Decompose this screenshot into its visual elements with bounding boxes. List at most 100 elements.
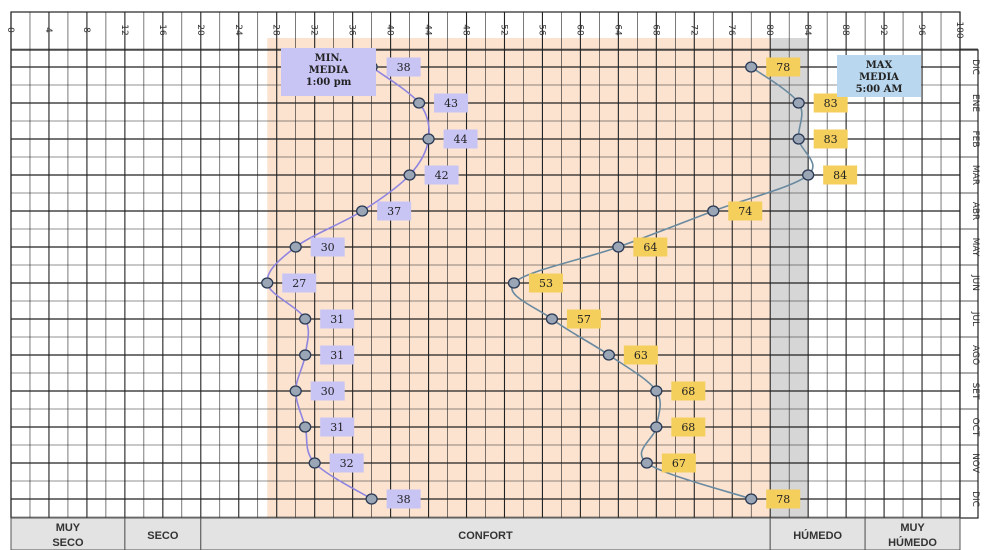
value-label-min: 44 <box>454 133 468 146</box>
x-tick-label: 44 <box>423 24 433 36</box>
annotation-text-min: 1:00 pm <box>306 77 352 88</box>
marker-max <box>802 169 815 181</box>
value-label-bg-max <box>728 201 763 221</box>
annotation-text-min: MIN. <box>315 53 343 64</box>
marker-max <box>745 61 758 73</box>
comfort-band <box>267 38 771 518</box>
value-label-bg-max <box>823 165 858 185</box>
annotation-box-max <box>837 55 921 97</box>
value-label-bg-min <box>320 345 355 365</box>
marker-max <box>707 205 720 217</box>
x-tick-label: 24 <box>233 24 243 36</box>
zone-cell <box>864 517 961 550</box>
value-label-bg-max <box>633 237 668 257</box>
marker-min <box>422 133 435 145</box>
value-label-min: 31 <box>330 421 344 434</box>
x-tick-label: 20 <box>195 24 205 36</box>
zone-cell <box>200 517 771 550</box>
value-label-max: 83 <box>824 97 838 110</box>
x-tick-label: 100 <box>954 21 964 38</box>
zone-label: SECO <box>52 537 84 549</box>
value-label-bg-max <box>813 129 848 149</box>
value-label-min: 42 <box>435 169 449 182</box>
annotation-text-max: MAX <box>866 60 893 71</box>
month-column <box>959 49 979 519</box>
value-label-min: 38 <box>397 61 411 74</box>
marker-max <box>745 493 758 505</box>
marker-min <box>261 277 274 289</box>
zone-label: CONFORT <box>458 530 513 542</box>
value-label-bg-min <box>377 201 412 221</box>
zone-label: SECO <box>147 530 179 542</box>
month-label: DIC <box>970 59 980 75</box>
value-label-max: 67 <box>672 457 686 470</box>
x-tick-label: 16 <box>157 24 167 36</box>
zone-cell <box>10 517 126 550</box>
value-label-max: 74 <box>738 205 752 218</box>
marker-max <box>640 457 653 469</box>
zone-bar: MUY SECO SECO CONFORT HÚMEDO MUY HÚMEDO <box>10 517 961 550</box>
x-tick-label: 64 <box>612 24 622 36</box>
value-label-min: 32 <box>340 457 354 470</box>
value-label-bg-max <box>766 57 801 77</box>
value-label-max: 63 <box>634 349 648 362</box>
month-label: ENE <box>970 94 980 112</box>
marker-min <box>299 349 312 361</box>
zone-cell <box>769 517 866 550</box>
x-tick-label: 36 <box>347 24 357 36</box>
value-label-max: 68 <box>681 385 695 398</box>
month-label: SET <box>970 383 980 400</box>
value-label-min: 37 <box>387 205 401 218</box>
x-tick-label: 12 <box>119 24 129 35</box>
marker-max <box>650 385 663 397</box>
value-label-bg-min <box>443 129 478 149</box>
month-label: JUN <box>970 274 980 291</box>
value-label-max: 78 <box>776 493 790 506</box>
value-label-bg-max <box>661 453 696 473</box>
value-label-min: 31 <box>330 313 344 326</box>
x-tick-label: 96 <box>916 24 926 36</box>
marker-min <box>289 241 302 253</box>
x-tick-label: 60 <box>574 24 584 36</box>
value-label-max: 64 <box>643 241 657 254</box>
x-tick-label: 68 <box>650 24 660 36</box>
marker-max <box>792 133 805 145</box>
x-tick-label: 32 <box>309 24 319 35</box>
value-label-bg-min <box>310 237 345 257</box>
x-tick-label: 88 <box>840 24 850 36</box>
marker-max <box>602 349 616 361</box>
value-label-min: 27 <box>292 277 306 290</box>
x-tick-label: 84 <box>802 24 812 36</box>
marker-min <box>289 385 302 397</box>
marker-min <box>412 97 426 109</box>
x-tick-label: 56 <box>536 24 546 36</box>
value-label-max: 78 <box>776 61 790 74</box>
x-axis: 0 4 8 12 16 20 24 28 32 36 40 44 48 52 56 60 64 68 72 76 80 8… <box>5 21 964 38</box>
marker-max <box>545 313 559 325</box>
x-tick-label: 28 <box>271 24 281 36</box>
value-label-min: 31 <box>330 349 344 362</box>
value-label-min: 30 <box>321 241 335 254</box>
value-label-bg-min <box>310 381 345 401</box>
month-label: NOV <box>970 453 980 474</box>
x-tick-label: 8 <box>81 27 91 33</box>
value-label-max: 84 <box>833 169 847 182</box>
annotation-box-min <box>281 48 376 96</box>
x-tick-label: 52 <box>498 24 508 35</box>
value-label-bg-min <box>320 309 355 329</box>
month-label: JUL <box>970 311 980 326</box>
month-label: OCT <box>970 418 980 437</box>
marker-max <box>650 421 663 433</box>
zone-cell <box>124 517 202 550</box>
x-tick-label: 4 <box>43 27 53 33</box>
value-label-bg-min <box>329 453 364 473</box>
marker-max <box>507 277 521 289</box>
value-label-bg-max <box>528 273 563 293</box>
month-label: MAY <box>970 238 980 257</box>
value-label-max: 68 <box>681 421 695 434</box>
month-label: FEB <box>970 130 980 147</box>
value-label-bg-min <box>386 57 421 77</box>
x-tick-label: 80 <box>764 24 774 36</box>
value-label-bg-max <box>766 489 801 509</box>
annotation-text-max: 5:00 AM <box>856 84 903 95</box>
